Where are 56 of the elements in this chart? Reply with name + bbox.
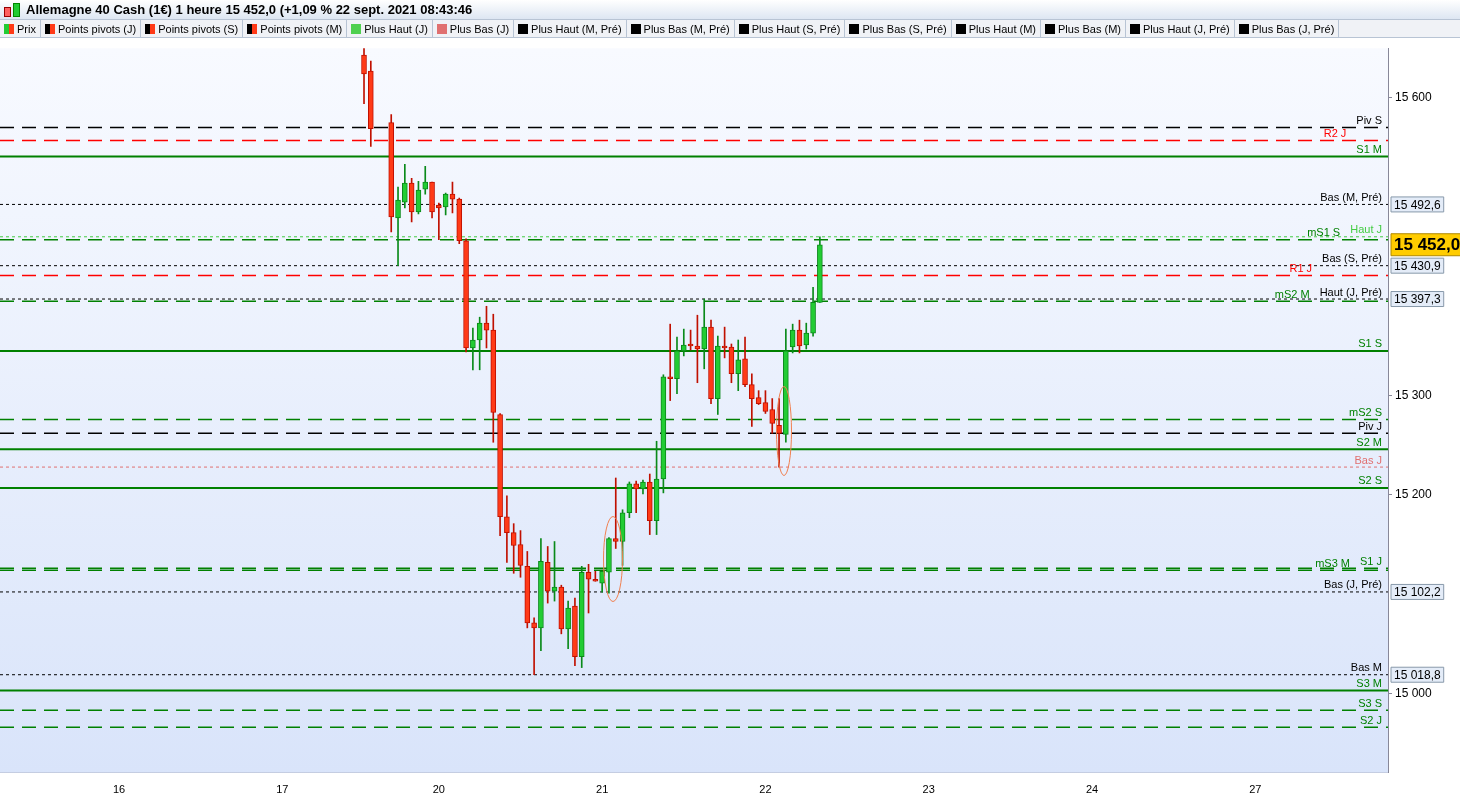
- text: 15 492,6: [1394, 197, 1442, 212]
- ref-line-label: S3 S: [1358, 696, 1382, 709]
- text: Points pivots (M): [260, 22, 343, 35]
- x-tick-label: 16: [112, 783, 126, 796]
- x-tick-label: 24: [1085, 783, 1099, 796]
- text: 15 102,2: [1394, 585, 1442, 600]
- ref-line-label: S2 J: [1359, 713, 1382, 726]
- text: Plus Bas (J): [449, 22, 510, 35]
- text: 15 430,9: [1394, 258, 1442, 273]
- text: 15 018,8: [1394, 668, 1442, 683]
- text: 15 452,0: [1394, 235, 1460, 255]
- y-tick-label: 15 000: [1395, 685, 1433, 700]
- text: Plus Haut (J, Pré): [1142, 22, 1230, 35]
- chart-title: Allemagne 40 Cash (1€) 1 heure 15 452,0 (+1,09 % 22 sept. 2021 08:43:46: [26, 2, 473, 17]
- y-tick-label: 15 600: [1395, 90, 1433, 105]
- ref-line-label: S1 M: [1356, 142, 1382, 155]
- ref-line-label: S1 J: [1359, 554, 1382, 567]
- text: Plus Haut (M, Pré): [531, 22, 622, 35]
- ref-line-label: Bas M: [1350, 661, 1382, 674]
- x-tick-label: 17: [276, 783, 289, 796]
- ref-line-label: Bas (J, Pré): [1323, 578, 1382, 591]
- x-tick-label: 23: [922, 783, 935, 796]
- ref-line-label: mS3 M: [1315, 556, 1350, 569]
- text: 15 397,3: [1394, 292, 1442, 307]
- ref-line-label: Piv J: [1358, 419, 1382, 432]
- ref-line-label: Bas (S, Pré): [1322, 252, 1382, 265]
- text: Points pivots (J): [57, 22, 137, 35]
- ref-line-label: S2 S: [1358, 474, 1382, 487]
- ref-line-label: S1 S: [1358, 337, 1382, 350]
- ref-line-label: Bas (M, Pré): [1320, 190, 1382, 203]
- text: Plus Bas (J, Pré): [1251, 22, 1335, 35]
- ref-line-label: S3 M: [1356, 676, 1382, 689]
- text: Points pivots (S): [158, 22, 239, 35]
- text: Plus Bas (M, Pré): [643, 22, 730, 35]
- text: Plus Bas (M): [1058, 22, 1121, 35]
- ref-line-label: Haut (J, Pré): [1319, 285, 1382, 298]
- text: Plus Haut (J): [364, 22, 428, 35]
- text: Prix: [17, 22, 36, 35]
- ref-line-label: R1 J: [1289, 262, 1313, 275]
- ref-line-label: S2 M: [1356, 435, 1382, 448]
- ref-line-label: Piv S: [1356, 114, 1382, 127]
- text: Plus Haut (S, Pré): [751, 22, 841, 35]
- ref-line-label: mS2 S: [1348, 405, 1382, 418]
- text: Plus Bas (S, Pré): [862, 22, 947, 35]
- x-tick-label: 20: [432, 783, 445, 796]
- ref-line-label: R2 J: [1323, 127, 1347, 140]
- x-tick-label: 22: [759, 783, 772, 796]
- y-tick-label: 15 300: [1395, 387, 1433, 402]
- ref-line-label: mS2 M: [1274, 287, 1310, 300]
- ref-line-label: mS1 S: [1307, 226, 1341, 239]
- ref-line-label: Haut J: [1350, 223, 1382, 236]
- y-tick-label: 15 200: [1395, 487, 1433, 502]
- x-tick-label: 27: [1249, 783, 1262, 796]
- ref-line-label: Bas J: [1354, 453, 1382, 466]
- text: Plus Haut (M): [968, 22, 1036, 35]
- x-tick-label: 21: [596, 783, 609, 796]
